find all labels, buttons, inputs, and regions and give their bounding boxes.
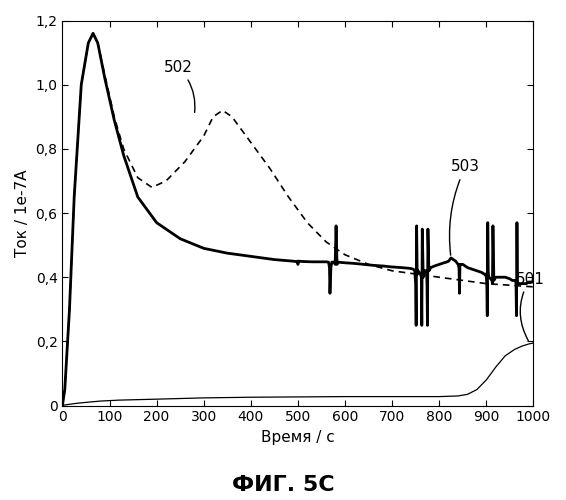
Text: 503: 503 <box>449 160 480 255</box>
Text: ФИГ. 5С: ФИГ. 5С <box>231 475 335 495</box>
Text: 501: 501 <box>516 272 544 340</box>
X-axis label: Время / с: Время / с <box>261 430 335 445</box>
Y-axis label: Ток / 1е-7А: Ток / 1е-7А <box>15 170 30 257</box>
Text: 502: 502 <box>164 60 195 112</box>
